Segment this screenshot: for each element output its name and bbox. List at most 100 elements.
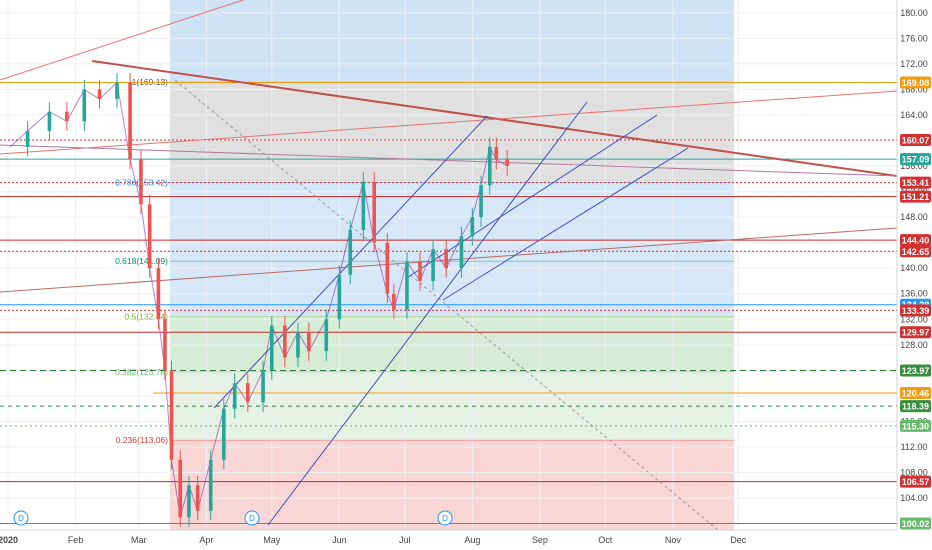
price-axis-tick-label: 168.00 (900, 84, 928, 94)
price-axis-tick-label: 176.00 (900, 33, 928, 43)
price-tag-badge (900, 400, 931, 413)
price-axis-tick-label: 108.00 (900, 468, 928, 478)
fib-level-label: 0.236(113.06) (116, 435, 168, 445)
price-tag-badge (900, 364, 931, 377)
price-axis-tick-label: 180.00 (900, 8, 928, 18)
candle-body (307, 332, 311, 352)
price-tag-badge (900, 176, 931, 189)
fib-level-label: 0.5(132.44) (125, 311, 169, 321)
dividend-event-marker[interactable]: D (244, 510, 260, 526)
price-tag-badge (900, 386, 931, 399)
candle-body (169, 370, 174, 460)
price-tag-badge (900, 190, 931, 203)
price-axis-tick-label: 140.00 (900, 263, 928, 273)
price-tag-label: 160.07 (902, 136, 930, 146)
candle-body (494, 146, 499, 160)
candle-body (156, 268, 161, 320)
dividend-event-label: D (18, 514, 24, 523)
price-tag-label: 153.41 (902, 178, 930, 188)
price-tag-label: 144.40 (902, 236, 930, 246)
time-axis-tick-label: 2020 (0, 535, 18, 545)
candle-body (337, 274, 342, 320)
candle-body (128, 82, 132, 160)
price-axis-tick-label: 172.00 (900, 59, 928, 69)
price-tag-badge (900, 245, 931, 258)
price-axis-background (897, 0, 932, 550)
dividend-event-circle (244, 510, 260, 526)
trend-line (0, 227, 898, 293)
price-tag-label: 133.39 (902, 306, 930, 316)
price-tag-badge (900, 326, 931, 339)
candle-body (178, 459, 183, 518)
price-tag-badge (900, 134, 931, 147)
time-axis-tick-label: Dec (730, 535, 747, 545)
candle-body (163, 319, 167, 371)
dividend-event-label: D (442, 514, 448, 523)
price-tag-label: 142.65 (902, 247, 930, 257)
time-axis-tick-label: Apr (199, 535, 213, 545)
fib-zone-band (170, 182, 734, 262)
channel-line (442, 147, 689, 301)
candle-body (232, 383, 237, 409)
candle-body (505, 159, 510, 167)
price-tag-badge (900, 517, 931, 530)
candle-body (187, 485, 191, 518)
candle-body (65, 111, 69, 122)
candle-body (283, 325, 287, 358)
candle-body (139, 159, 143, 205)
price-tag-badge (900, 419, 931, 432)
time-axis-tick-label: Sep (532, 535, 548, 545)
time-axis-tick-label: Jul (399, 535, 411, 545)
candle-body (269, 325, 274, 371)
dividend-event-marker[interactable]: D (437, 510, 453, 526)
fib-zone-top (170, 0, 734, 83)
price-axis-tick-label: 112.00 (901, 442, 928, 452)
candle-body (372, 181, 377, 243)
dividend-event-circle (13, 510, 29, 526)
candle-body (147, 204, 152, 269)
candle-body (385, 242, 390, 294)
time-axis-tick-label: Aug (464, 535, 480, 545)
price-axis-tick-label: 156.00 (900, 161, 928, 171)
candle-body (392, 293, 396, 310)
candle-body (261, 370, 265, 403)
trend-line (0, 90, 898, 155)
price-axis-tick-label: 104.00 (900, 493, 928, 503)
fib-zone-band (170, 440, 734, 530)
price-tag-label: 106.57 (902, 477, 930, 487)
channel-line (267, 101, 588, 526)
price-tag-badge (900, 304, 931, 317)
time-axis-tick-label: May (263, 535, 281, 545)
candle-body (479, 185, 483, 218)
fib-zone-band (170, 316, 734, 372)
time-axis-tick-label: Nov (665, 535, 682, 545)
price-close-line (9, 81, 508, 518)
trend-line (0, 0, 244, 81)
price-tag-label: 118.39 (902, 402, 929, 412)
candle-body (348, 229, 353, 275)
price-axis-tick-label: 132.00 (900, 314, 928, 324)
price-tag-label: 151.21 (902, 192, 930, 202)
price-tag-badge (900, 153, 931, 166)
candle-body (459, 236, 464, 269)
price-tag-badge (900, 475, 931, 488)
price-tag-label: 100.02 (902, 519, 930, 529)
trend-line-major (91, 60, 898, 177)
candle-body (222, 408, 226, 460)
candle-body (82, 89, 87, 122)
time-axis-tick-label: Oct (598, 535, 613, 545)
price-tag-label: 120.46 (902, 388, 930, 398)
fib-zone-band (170, 261, 734, 317)
candle-body (47, 111, 52, 131)
candle-body (470, 217, 475, 237)
dividend-event-marker[interactable]: D (13, 510, 29, 526)
candle-body (361, 181, 366, 230)
price-tag-label: 115.30 (902, 421, 929, 431)
dividend-event-circle (437, 510, 453, 526)
price-tag-badge (900, 234, 931, 247)
candle-body (246, 383, 250, 403)
time-axis-tick-label: Jun (332, 535, 347, 545)
price-tag-label: 157.09 (902, 155, 930, 165)
